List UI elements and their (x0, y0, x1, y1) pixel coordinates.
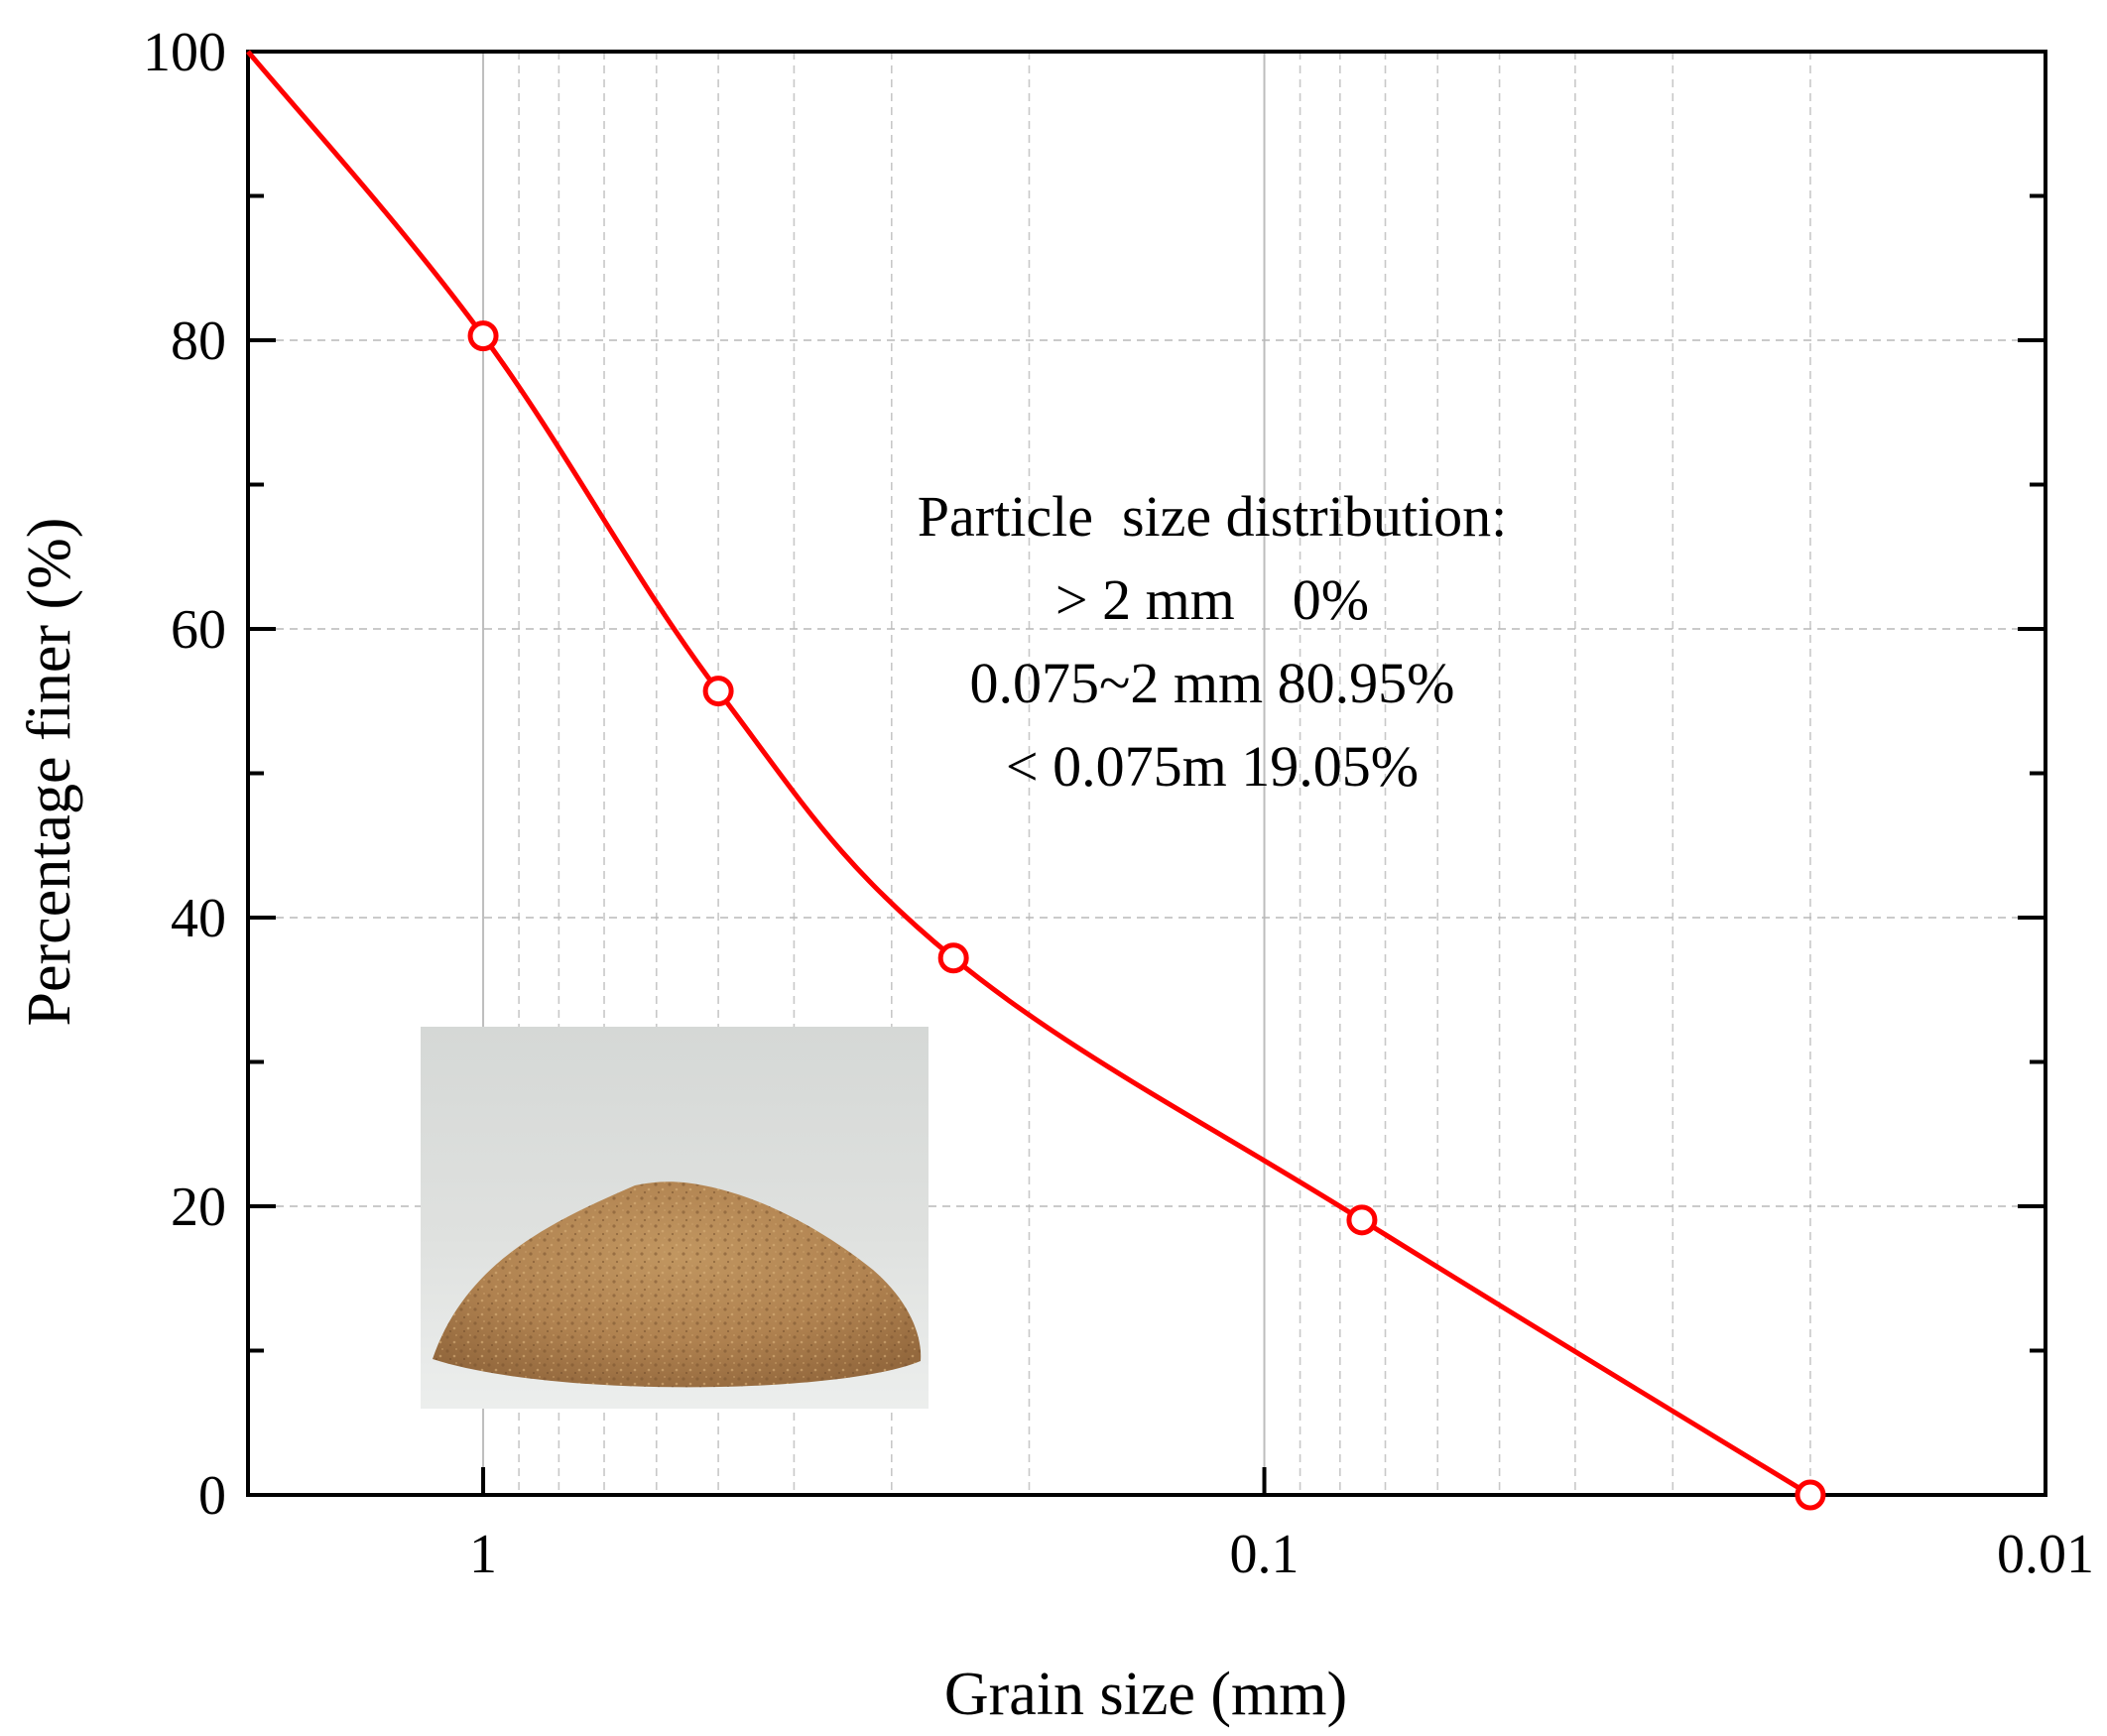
sand-sample-photo (421, 1027, 929, 1409)
axis-ticks (248, 50, 2047, 1497)
data-point (1346, 1204, 1378, 1236)
annotation-line: Particle size distribution: (918, 484, 1507, 549)
x-tick-label: 0.01 (1997, 1524, 2094, 1585)
x-tick-label: 0.1 (1230, 1524, 1300, 1585)
y-axis-title: Percentage finer (%) (16, 518, 83, 1027)
annotation-line: < 0.075m 19.05% (1006, 734, 1419, 799)
y-tick-label: 60 (171, 599, 226, 661)
y-tick-label: 80 (171, 310, 226, 372)
data-point (702, 676, 734, 707)
series-line (246, 50, 1812, 1498)
series-1 (246, 50, 1826, 1511)
annotation-line: 0.075~2 mm 80.95% (970, 651, 1455, 715)
y-tick-label: 0 (198, 1465, 226, 1527)
y-tick-label: 20 (171, 1177, 226, 1238)
data-point (467, 320, 499, 352)
x-tick-label: 1 (469, 1524, 497, 1585)
data-point (1795, 1479, 1826, 1511)
tick-labels: 0 20 40 60 80 100 1 0.1 0.01 (143, 22, 2094, 1585)
x-axis-title: Grain size (mm) (944, 1661, 1347, 1728)
data-point (937, 942, 969, 974)
y-tick-label: 40 (171, 888, 226, 949)
distribution-annotation: Particle size distribution: > 2 mm 0% 0.07… (918, 484, 1507, 799)
annotation-line: > 2 mm 0% (1055, 567, 1369, 632)
y-tick-label: 100 (143, 22, 226, 83)
